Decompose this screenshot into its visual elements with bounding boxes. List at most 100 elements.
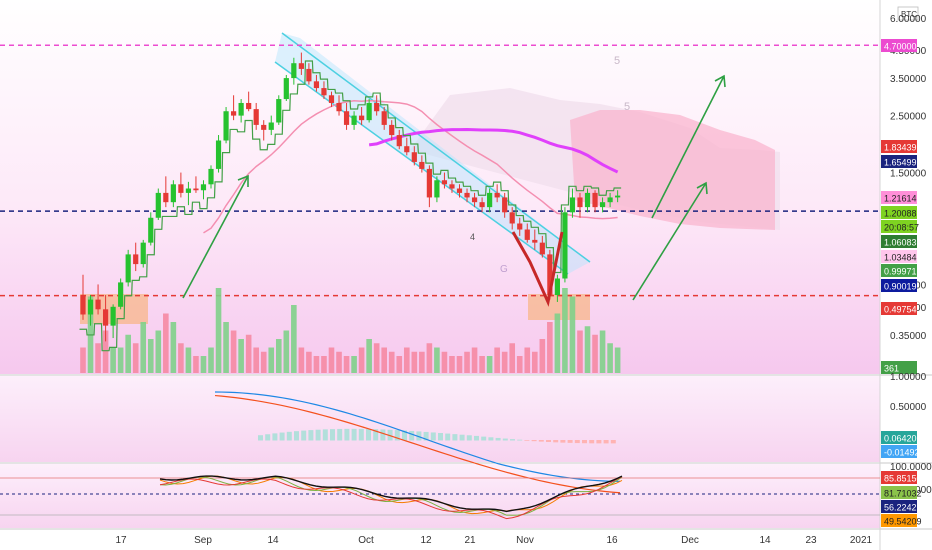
macd-tag[interactable] — [881, 445, 917, 458]
candle[interactable] — [170, 180, 176, 208]
candle[interactable] — [155, 188, 161, 221]
candle[interactable] — [215, 135, 222, 173]
candle[interactable] — [133, 242, 139, 272]
candle[interactable] — [223, 107, 229, 144]
candle[interactable] — [253, 102, 259, 130]
candle[interactable] — [343, 102, 350, 130]
candle[interactable] — [381, 107, 387, 130]
candle[interactable] — [328, 91, 335, 108]
candle[interactable] — [298, 52, 304, 75]
price-tag[interactable] — [881, 39, 917, 52]
candle[interactable] — [366, 99, 372, 123]
candle[interactable] — [607, 192, 613, 208]
candle[interactable] — [599, 197, 606, 213]
candle[interactable] — [246, 91, 252, 112]
candle[interactable] — [517, 217, 523, 236]
candle[interactable] — [396, 129, 402, 150]
candle[interactable] — [404, 137, 410, 156]
candle[interactable] — [231, 95, 237, 121]
time-axis-label: 2021 — [850, 535, 873, 546]
rsi-tag[interactable] — [881, 471, 917, 484]
candle[interactable] — [336, 95, 342, 116]
candle[interactable] — [532, 229, 538, 250]
candle[interactable] — [434, 176, 440, 203]
candle[interactable] — [509, 207, 515, 230]
candle[interactable] — [359, 107, 365, 125]
candle[interactable] — [238, 99, 244, 123]
candle[interactable] — [615, 190, 621, 203]
candle[interactable] — [411, 146, 417, 166]
candle[interactable] — [577, 192, 583, 218]
candle[interactable] — [502, 192, 508, 218]
rsi-tag[interactable] — [881, 514, 917, 527]
candle[interactable] — [261, 120, 267, 141]
candle[interactable] — [102, 295, 109, 342]
candle[interactable] — [494, 184, 500, 203]
candle[interactable] — [524, 223, 530, 243]
price-tag[interactable] — [881, 279, 917, 292]
candle[interactable] — [471, 192, 478, 208]
candle[interactable] — [95, 284, 101, 315]
candle[interactable] — [426, 165, 432, 208]
macd-histogram-bar — [265, 434, 271, 441]
rsi-tag[interactable] — [881, 500, 917, 513]
price-tag[interactable] — [881, 191, 917, 204]
candle-body — [253, 109, 259, 125]
candle-body — [261, 124, 267, 130]
macd-tag[interactable] — [881, 431, 917, 444]
candle[interactable] — [449, 180, 455, 193]
candle[interactable] — [562, 207, 568, 283]
candle[interactable] — [569, 188, 576, 218]
candle[interactable] — [306, 63, 312, 85]
price-tag[interactable] — [881, 155, 917, 168]
candle[interactable] — [125, 249, 131, 287]
candle[interactable] — [193, 176, 199, 193]
price-tag[interactable] — [881, 250, 917, 263]
candle[interactable] — [554, 274, 560, 302]
candle[interactable] — [80, 274, 86, 320]
candle[interactable] — [374, 95, 380, 116]
candle[interactable] — [321, 81, 327, 100]
price-tag-label: 1.06083 — [884, 238, 917, 248]
candle[interactable] — [276, 95, 282, 125]
price-tag[interactable] — [881, 361, 917, 374]
candle[interactable] — [487, 188, 493, 213]
candle[interactable] — [456, 184, 463, 198]
candle[interactable] — [313, 74, 320, 92]
candle[interactable] — [479, 197, 485, 213]
candle[interactable] — [283, 74, 289, 101]
candle[interactable] — [268, 115, 274, 136]
candle[interactable] — [178, 172, 184, 198]
candle-body — [163, 192, 169, 203]
price-tag[interactable] — [881, 206, 917, 219]
price-tag-label: 20:08:57 — [884, 223, 919, 233]
candle[interactable] — [140, 239, 146, 268]
candle[interactable] — [539, 235, 545, 258]
candle[interactable] — [464, 188, 470, 203]
rsi-tag[interactable] — [881, 486, 917, 499]
volume-bar — [471, 347, 478, 373]
candle[interactable] — [200, 180, 207, 200]
price-tag[interactable] — [881, 140, 917, 153]
price-tag[interactable] — [881, 302, 917, 315]
candle[interactable] — [185, 181, 192, 206]
candle[interactable] — [118, 278, 124, 310]
candle[interactable] — [419, 155, 425, 173]
candle[interactable] — [351, 111, 357, 130]
unit-badge[interactable] — [897, 6, 919, 21]
candle[interactable] — [584, 188, 591, 213]
candle[interactable] — [148, 212, 154, 246]
price-tag[interactable] — [881, 220, 917, 233]
candle[interactable] — [163, 176, 169, 208]
candle[interactable] — [592, 190, 598, 213]
price-tag[interactable] — [881, 264, 917, 277]
candle[interactable] — [441, 172, 448, 189]
candle[interactable] — [110, 304, 116, 339]
candle[interactable] — [208, 165, 214, 189]
price-tag[interactable] — [881, 235, 917, 248]
candle[interactable] — [389, 120, 395, 141]
candle[interactable] — [291, 57, 297, 85]
candle[interactable] — [87, 295, 94, 326]
